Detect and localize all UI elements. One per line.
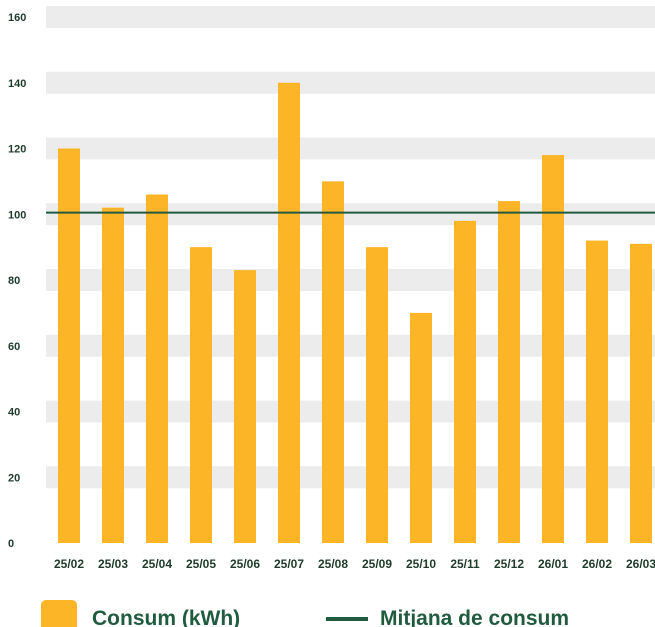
bar-26-01 bbox=[542, 155, 564, 543]
x-tick-label: 25/08 bbox=[318, 557, 348, 571]
bar-25-06 bbox=[234, 270, 256, 543]
bar-25-03 bbox=[102, 207, 124, 544]
legend-consum-swatch bbox=[41, 600, 77, 627]
bar-25-08 bbox=[322, 181, 344, 543]
y-tick-label: 160 bbox=[8, 12, 26, 24]
grid-band-120 bbox=[46, 137, 655, 160]
bar-26-03 bbox=[630, 243, 652, 543]
x-tick-label: 25/03 bbox=[98, 557, 128, 571]
y-tick-label: 0 bbox=[8, 538, 14, 550]
y-tick-label: 40 bbox=[8, 407, 20, 419]
x-tick-label: 25/06 bbox=[230, 557, 260, 571]
bar-25-05 bbox=[190, 247, 212, 543]
grid-band-160 bbox=[46, 6, 655, 28]
bar-25-10 bbox=[410, 312, 432, 543]
y-tick-label: 100 bbox=[8, 209, 26, 221]
bar-26-02 bbox=[586, 240, 608, 544]
bar-25-02 bbox=[58, 148, 80, 543]
x-tick-label: 25/02 bbox=[54, 557, 84, 571]
legend: Consum (kWh) Mitjana de consum bbox=[41, 600, 569, 627]
x-tick-label: 26/01 bbox=[538, 557, 568, 571]
x-tick-label: 25/10 bbox=[406, 557, 436, 571]
x-tick-label: 25/05 bbox=[186, 557, 216, 571]
y-tick-label: 140 bbox=[8, 78, 26, 90]
x-axis-ticks: 25/02 25/03 25/04 25/05 25/06 25/07 25/08 25/09… bbox=[54, 557, 655, 571]
y-tick-label: 20 bbox=[8, 472, 20, 484]
y-axis-ticks: 0 20 40 60 80 100 120 140 160 bbox=[8, 12, 26, 550]
bar-25-04 bbox=[146, 194, 168, 543]
bar-25-07 bbox=[278, 82, 300, 543]
y-tick-label: 60 bbox=[8, 341, 20, 353]
bar-25-12 bbox=[498, 201, 520, 543]
x-tick-label: 26/03 bbox=[626, 557, 655, 571]
legend-average-label: Mitjana de consum bbox=[380, 607, 569, 627]
y-tick-label: 80 bbox=[8, 275, 20, 287]
x-tick-label: 25/07 bbox=[274, 557, 304, 571]
x-tick-label: 25/12 bbox=[494, 557, 524, 571]
x-tick-label: 26/02 bbox=[582, 557, 612, 571]
bars bbox=[58, 82, 652, 544]
y-tick-label: 120 bbox=[8, 144, 26, 156]
x-tick-label: 25/09 bbox=[362, 557, 392, 571]
bar-25-09 bbox=[366, 247, 388, 543]
legend-consum-label: Consum (kWh) bbox=[92, 607, 240, 627]
grid-band-140 bbox=[46, 71, 655, 94]
x-tick-label: 25/04 bbox=[142, 557, 172, 571]
x-tick-label: 25/11 bbox=[450, 557, 480, 571]
bar-25-11 bbox=[454, 220, 476, 543]
